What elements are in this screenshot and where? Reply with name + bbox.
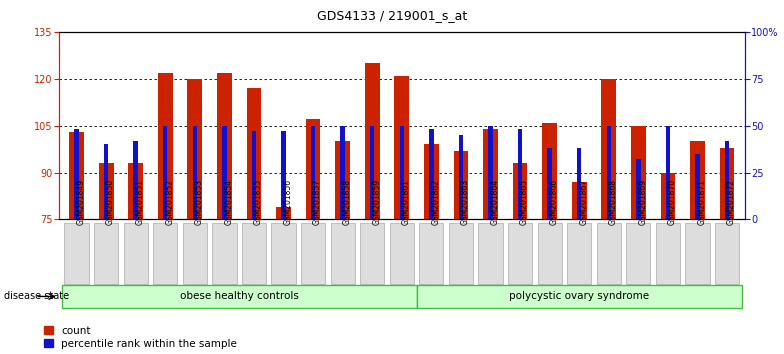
Bar (158, 73, 172, 219)
Legend: count, percentile rank within the sample: count, percentile rank within the sample (45, 326, 237, 349)
Bar (666, 126, 670, 219)
Bar (400, 126, 404, 219)
Text: GSM201872: GSM201872 (727, 179, 736, 225)
Bar (187, 79, 202, 219)
Bar (217, 73, 232, 219)
Text: GSM201859: GSM201859 (372, 179, 381, 225)
Bar (725, 141, 729, 219)
Text: GSM201855: GSM201855 (254, 179, 263, 225)
Bar (306, 119, 321, 219)
FancyBboxPatch shape (448, 223, 473, 284)
Bar (311, 126, 315, 219)
Text: GSM201867: GSM201867 (579, 179, 588, 225)
FancyBboxPatch shape (715, 223, 739, 284)
Bar (577, 148, 582, 219)
Text: GSM201869: GSM201869 (638, 179, 648, 225)
Bar (631, 126, 646, 219)
Text: GSM201865: GSM201865 (520, 179, 529, 225)
Text: GSM201871: GSM201871 (698, 179, 706, 225)
FancyBboxPatch shape (597, 223, 621, 284)
Text: GSM201866: GSM201866 (550, 179, 559, 225)
Bar (695, 154, 699, 219)
Text: GSM201849: GSM201849 (77, 179, 85, 225)
Bar (459, 135, 463, 219)
Bar (246, 88, 261, 219)
Bar (133, 141, 138, 219)
FancyBboxPatch shape (212, 223, 237, 284)
FancyBboxPatch shape (301, 223, 325, 284)
Bar (252, 131, 256, 219)
Bar (69, 132, 84, 219)
FancyBboxPatch shape (390, 223, 414, 284)
FancyBboxPatch shape (419, 223, 444, 284)
FancyBboxPatch shape (685, 223, 710, 284)
Bar (365, 63, 379, 219)
Bar (336, 141, 350, 219)
Bar (607, 126, 611, 219)
Bar (394, 76, 409, 219)
FancyBboxPatch shape (271, 223, 296, 284)
Text: GSM201857: GSM201857 (313, 179, 322, 225)
Text: GSM201862: GSM201862 (431, 179, 441, 225)
Bar (424, 144, 439, 219)
Text: GSM201870: GSM201870 (668, 179, 677, 225)
Bar (74, 130, 78, 219)
Text: GSM201863: GSM201863 (461, 179, 470, 225)
Text: GDS4133 / 219001_s_at: GDS4133 / 219001_s_at (317, 9, 467, 22)
Bar (543, 122, 557, 219)
FancyBboxPatch shape (64, 223, 89, 284)
Text: GSM201852: GSM201852 (165, 179, 174, 225)
Bar (163, 126, 168, 219)
Bar (104, 144, 108, 219)
Bar (483, 129, 498, 219)
FancyBboxPatch shape (567, 223, 591, 284)
Bar (720, 148, 735, 219)
Text: GSM201853: GSM201853 (194, 179, 204, 225)
FancyBboxPatch shape (241, 223, 266, 284)
FancyBboxPatch shape (94, 223, 118, 284)
Bar (601, 79, 616, 219)
Text: obese healthy controls: obese healthy controls (180, 291, 299, 301)
Bar (690, 141, 705, 219)
FancyBboxPatch shape (331, 223, 355, 284)
FancyBboxPatch shape (62, 285, 416, 308)
Text: GSM201850: GSM201850 (106, 179, 115, 225)
Bar (129, 163, 143, 219)
FancyBboxPatch shape (538, 223, 562, 284)
Bar (572, 182, 586, 219)
Bar (276, 207, 291, 219)
FancyBboxPatch shape (508, 223, 532, 284)
Bar (636, 159, 641, 219)
Bar (513, 163, 528, 219)
Text: GSM201851: GSM201851 (136, 179, 145, 225)
Bar (281, 131, 285, 219)
Bar (661, 172, 675, 219)
Bar (429, 130, 434, 219)
Bar (340, 126, 345, 219)
Text: polycystic ovary syndrome: polycystic ovary syndrome (509, 291, 649, 301)
Text: GSM201861: GSM201861 (401, 179, 411, 225)
Bar (193, 126, 197, 219)
FancyBboxPatch shape (360, 223, 384, 284)
FancyBboxPatch shape (416, 285, 742, 308)
Bar (222, 126, 227, 219)
FancyBboxPatch shape (124, 223, 148, 284)
Bar (488, 126, 492, 219)
FancyBboxPatch shape (655, 223, 680, 284)
FancyBboxPatch shape (153, 223, 177, 284)
Text: GSM201864: GSM201864 (491, 179, 499, 225)
Bar (370, 126, 375, 219)
FancyBboxPatch shape (478, 223, 503, 284)
Text: GSM201858: GSM201858 (343, 179, 352, 225)
FancyBboxPatch shape (626, 223, 651, 284)
Text: GSM201868: GSM201868 (609, 179, 618, 225)
Bar (547, 148, 552, 219)
Text: GSM201856: GSM201856 (284, 179, 292, 225)
Bar (518, 130, 522, 219)
Bar (99, 163, 114, 219)
Text: disease state: disease state (4, 291, 69, 301)
Bar (454, 151, 468, 219)
Text: GSM201854: GSM201854 (224, 179, 234, 225)
FancyBboxPatch shape (183, 223, 207, 284)
